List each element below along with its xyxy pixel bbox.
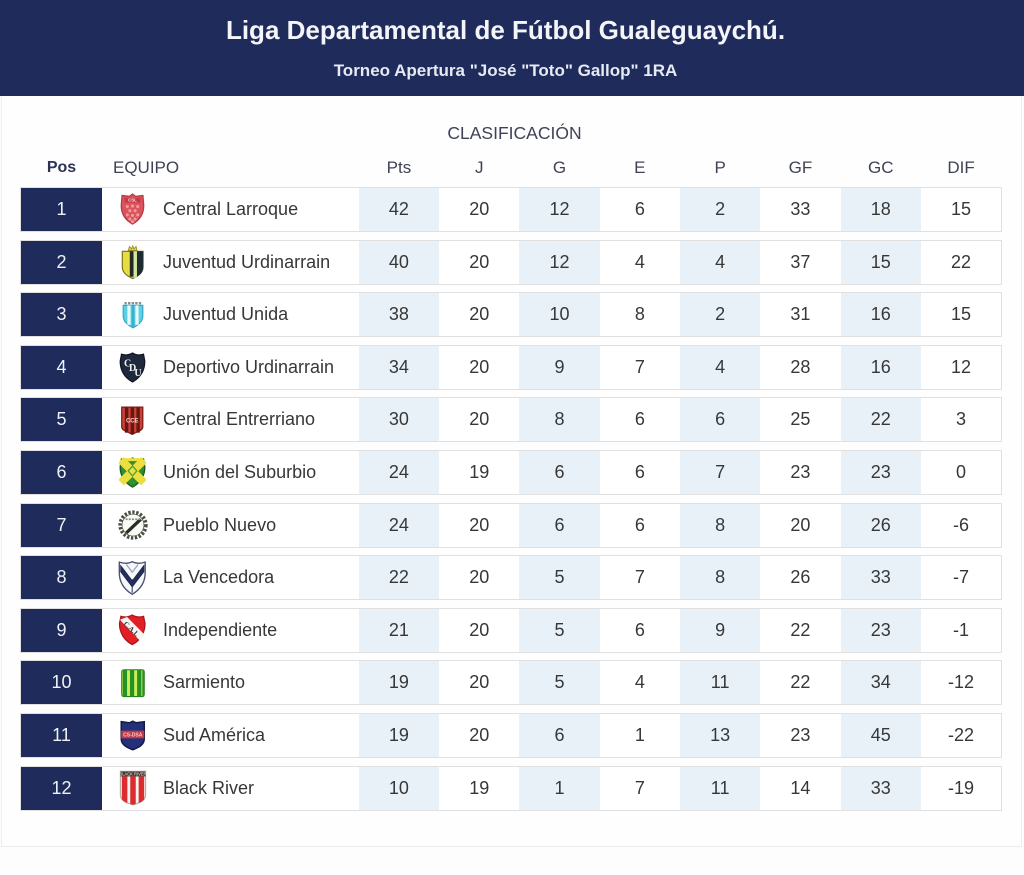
svg-text:U: U xyxy=(134,368,141,379)
svg-text:CS-DSA: CS-DSA xyxy=(123,733,143,739)
svg-text:CSL: CSL xyxy=(128,198,137,203)
svg-text:CCE: CCE xyxy=(126,418,139,424)
svg-text:BLACK RIVER: BLACK RIVER xyxy=(119,772,146,777)
svg-text:C: C xyxy=(124,358,131,369)
svg-text:D: D xyxy=(129,363,136,374)
